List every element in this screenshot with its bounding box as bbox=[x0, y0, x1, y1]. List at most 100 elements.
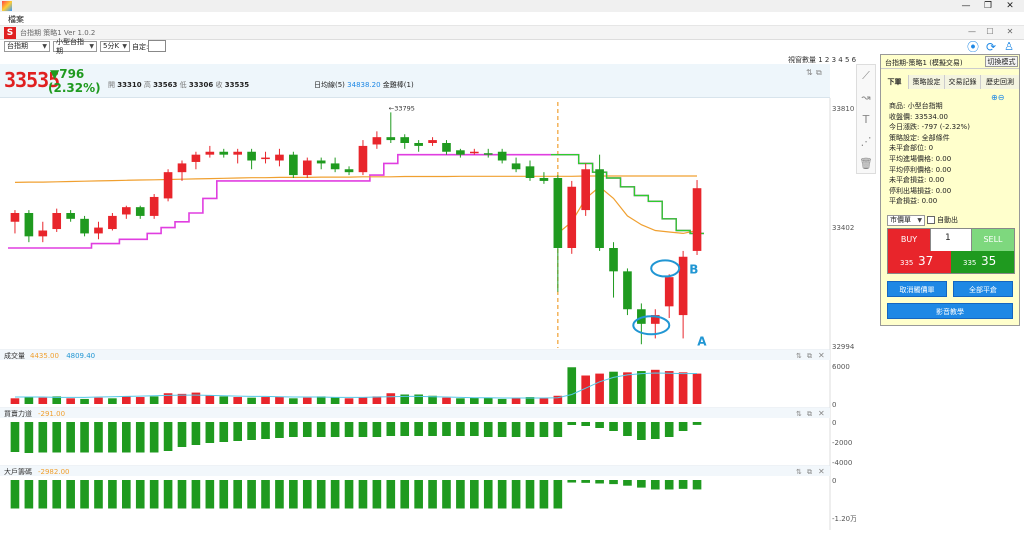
close-icon[interactable]: ✕ bbox=[1006, 1, 1014, 11]
window-count-1[interactable]: 1 bbox=[818, 56, 823, 64]
bar-mark bbox=[650, 422, 660, 439]
tab-backtest[interactable]: 歷史回測 bbox=[981, 75, 1019, 89]
candle-body bbox=[497, 151, 507, 161]
marker-ellipse-b bbox=[650, 259, 681, 278]
bar-mark bbox=[66, 422, 75, 453]
window-count-2[interactable]: 2 bbox=[822, 56, 830, 64]
minimize-icon[interactable]: — bbox=[961, 1, 971, 11]
cancel-trigger-button[interactable]: 取消觸價單 bbox=[887, 281, 947, 297]
trash-icon[interactable]: 🗑 bbox=[859, 157, 873, 170]
user-settings-icon[interactable]: ♙ bbox=[1004, 40, 1014, 53]
window-count-4[interactable]: 4 bbox=[836, 56, 843, 64]
tab-strategy[interactable]: 策略設定 bbox=[909, 75, 945, 89]
sell-button[interactable]: SELL bbox=[972, 229, 1014, 251]
app-minimize-icon[interactable]: — bbox=[968, 27, 976, 36]
text-tool-icon[interactable]: T bbox=[862, 113, 870, 126]
fast-average-line bbox=[557, 186, 698, 235]
candle-body bbox=[664, 277, 674, 307]
fan-tool-icon[interactable]: ⋰ bbox=[860, 135, 872, 148]
window-count-5[interactable]: 5 bbox=[842, 56, 850, 64]
close-value: 33535 bbox=[224, 81, 250, 89]
candle-body bbox=[149, 196, 159, 216]
info-line: 未平倉損益: 0.00 bbox=[889, 176, 945, 185]
app-close-icon[interactable]: ✕ bbox=[1006, 27, 1014, 36]
chart-settings-icon[interactable]: ⇅ bbox=[806, 68, 813, 77]
candle-body bbox=[80, 218, 89, 234]
price-change-pct: (2.32%) bbox=[48, 81, 101, 95]
bar-mark bbox=[609, 371, 618, 404]
window-titlebar: — ❐ ✕ bbox=[0, 0, 1024, 12]
pane-header bbox=[0, 350, 830, 360]
line-tool-icon[interactable]: ⟋ bbox=[862, 69, 870, 82]
maximize-icon[interactable]: ❐ bbox=[983, 1, 993, 11]
info-line: 平均進場價格: 0.00 bbox=[889, 154, 952, 163]
path-tool-icon[interactable]: ↝ bbox=[861, 91, 871, 104]
marker-ellipse-a bbox=[632, 315, 671, 336]
switch-mode-button[interactable]: 切換模式 bbox=[985, 56, 1018, 67]
buy-button[interactable]: BUY bbox=[888, 229, 930, 251]
candle-body bbox=[94, 227, 103, 234]
bar-mark bbox=[637, 422, 646, 440]
tab-records[interactable]: 交易記錄 bbox=[945, 75, 981, 89]
y-tick-label: 33402 bbox=[832, 224, 854, 232]
sell-price-button[interactable]: 335 35 bbox=[951, 251, 1014, 273]
bar-mark bbox=[664, 480, 674, 490]
candle-body bbox=[442, 143, 451, 152]
qty-input[interactable]: 1 bbox=[930, 229, 972, 251]
y-tick-label: 32994 bbox=[832, 343, 855, 351]
bar-mark bbox=[205, 395, 215, 404]
candle-body bbox=[52, 213, 62, 230]
window-count-6[interactable]: 6 bbox=[849, 56, 857, 64]
bar-mark bbox=[414, 480, 423, 509]
app-maximize-icon[interactable]: ☐ bbox=[986, 27, 994, 36]
bar-mark bbox=[581, 480, 590, 483]
bar-mark bbox=[38, 480, 48, 509]
close-all-button[interactable]: 全部平倉 bbox=[953, 281, 1013, 297]
bar-mark bbox=[567, 422, 577, 425]
open-value: 33310 bbox=[117, 81, 142, 89]
bar-mark bbox=[372, 422, 382, 437]
y-tick-label: -1.20万 bbox=[832, 515, 856, 523]
bar-mark bbox=[289, 422, 298, 437]
bar-mark bbox=[539, 422, 549, 437]
chart-area[interactable]: 33810 33402 32994 ←33795 B A 成交量 4435.00 4809.40… bbox=[0, 98, 856, 530]
auto-exit-checkbox[interactable] bbox=[927, 216, 935, 224]
custom-input[interactable] bbox=[148, 40, 166, 52]
buy-price-button[interactable]: 335 37 bbox=[888, 251, 951, 273]
bar-mark bbox=[442, 397, 451, 404]
order-type-select[interactable]: 市價單 ▼ bbox=[887, 215, 925, 226]
chart-popout-icon[interactable]: ⧉ bbox=[816, 68, 822, 77]
signal-icon[interactable]: ⦿ bbox=[966, 40, 979, 54]
candle-body bbox=[10, 213, 20, 222]
contract-select[interactable]: 小型台指期 ▼ bbox=[53, 38, 97, 55]
bar-mark bbox=[470, 422, 479, 436]
chevron-down-icon: ▼ bbox=[89, 43, 94, 50]
bar-mark bbox=[52, 396, 62, 404]
bar-mark bbox=[497, 480, 507, 509]
tab-order[interactable]: 下單 bbox=[881, 75, 909, 89]
zoom-out-icon[interactable]: ⊖ bbox=[997, 93, 1005, 102]
bar-mark bbox=[595, 373, 604, 404]
pane-popout-icon: ⧉ bbox=[807, 410, 812, 418]
bar-mark bbox=[94, 397, 103, 404]
candle-body bbox=[163, 172, 173, 199]
video-tutorial-button[interactable]: 影音教學 bbox=[887, 303, 1013, 319]
bar-mark bbox=[24, 422, 34, 453]
zoom-in-icon[interactable]: ⊕ bbox=[991, 93, 998, 102]
contract-select-value: 小型台指期 bbox=[56, 37, 84, 55]
y-tick-label: 33810 bbox=[832, 105, 854, 113]
candle-body bbox=[233, 151, 242, 155]
menu-file[interactable]: 檔案 bbox=[8, 15, 24, 24]
bar-mark bbox=[316, 396, 326, 404]
candle-body bbox=[261, 157, 270, 160]
interval-select[interactable]: 5分K ▼ bbox=[100, 41, 130, 52]
symbol-select[interactable]: 台指期 ▼ bbox=[4, 41, 50, 52]
candle-body bbox=[358, 145, 368, 173]
bar-mark bbox=[289, 480, 298, 509]
bar-mark bbox=[191, 392, 201, 404]
refresh-icon[interactable]: ⟳ bbox=[985, 40, 997, 54]
window-count-3[interactable]: 3 bbox=[829, 56, 837, 64]
bar-mark bbox=[414, 394, 423, 404]
bar-mark bbox=[66, 398, 75, 404]
sell-price-suffix: 35 bbox=[981, 254, 997, 268]
